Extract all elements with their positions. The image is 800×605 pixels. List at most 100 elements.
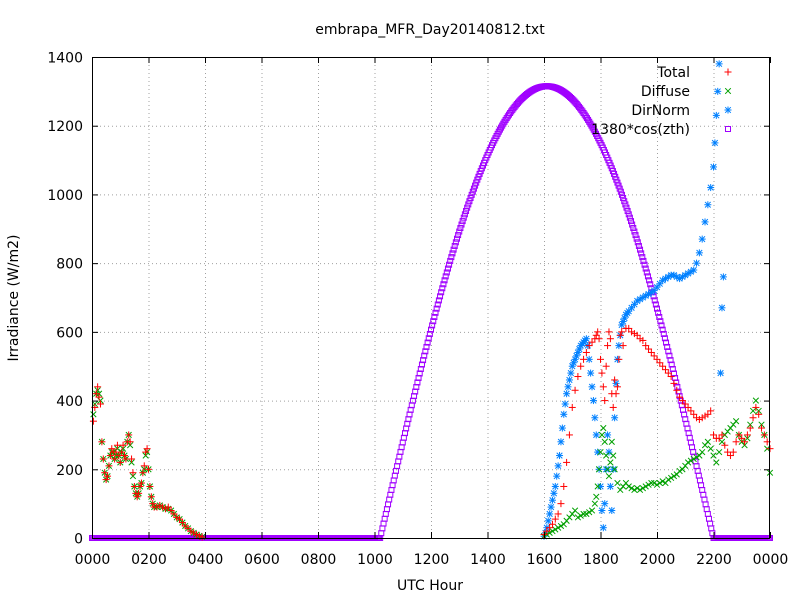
data-point <box>198 533 206 541</box>
data-point <box>611 466 618 473</box>
data-point <box>111 455 119 463</box>
data-point <box>149 500 157 508</box>
data-point <box>654 305 660 312</box>
data-point <box>564 383 572 391</box>
data-point <box>595 466 603 473</box>
data-point <box>591 500 599 507</box>
data-point <box>418 361 425 368</box>
data-point <box>645 481 652 488</box>
data-point <box>695 249 703 257</box>
data-point <box>592 431 600 439</box>
data-point <box>95 393 103 401</box>
data-point <box>620 194 627 201</box>
data-point <box>553 472 561 480</box>
data-point <box>670 473 678 480</box>
data-point <box>96 400 104 408</box>
data-point <box>447 257 454 264</box>
data-point <box>133 493 141 501</box>
data-point <box>567 369 575 377</box>
data-point <box>615 342 623 350</box>
data-point <box>622 201 629 208</box>
data-point <box>561 400 569 408</box>
y-axis-label: Irradiance (W/m2) <box>6 235 22 362</box>
data-point <box>707 520 714 527</box>
data-point <box>704 510 711 517</box>
data-point <box>388 486 395 493</box>
data-point <box>755 410 763 418</box>
legend-marker <box>724 87 732 95</box>
data-point <box>634 239 641 246</box>
data-point <box>140 462 148 470</box>
data-point <box>386 496 393 503</box>
data-point <box>602 362 610 370</box>
data-point <box>721 441 729 449</box>
data-point <box>551 515 559 523</box>
data-point <box>98 438 106 446</box>
data-point <box>616 185 623 192</box>
data-point <box>422 348 429 355</box>
x-tick-label: 0600 <box>244 552 280 568</box>
data-point <box>389 482 396 489</box>
data-point <box>741 438 749 446</box>
data-point <box>547 503 555 511</box>
data-point <box>591 414 599 422</box>
data-point <box>712 111 720 119</box>
data-point <box>631 486 638 494</box>
data-point <box>415 374 422 381</box>
series-1 <box>90 387 774 541</box>
data-point <box>613 383 621 391</box>
data-point <box>557 522 565 530</box>
data-point <box>582 348 590 356</box>
data-point <box>624 207 631 214</box>
data-point <box>642 265 649 272</box>
data-point <box>469 188 476 195</box>
legend-marker <box>724 68 732 76</box>
data-point <box>609 403 617 411</box>
data-point <box>717 369 725 377</box>
data-point <box>450 246 457 253</box>
data-point <box>102 476 110 484</box>
data-point <box>657 318 664 325</box>
data-point <box>609 465 617 473</box>
data-point <box>617 188 624 195</box>
data-point <box>582 335 590 343</box>
data-point <box>119 441 127 449</box>
data-point <box>455 232 462 239</box>
data-point <box>432 309 439 316</box>
data-point <box>428 326 434 333</box>
data-point <box>642 483 649 490</box>
data-point <box>676 467 683 475</box>
data-point <box>713 459 720 466</box>
data-point <box>459 218 466 225</box>
data-point <box>610 452 617 459</box>
data-point <box>661 275 669 283</box>
data-point <box>618 328 626 336</box>
data-point <box>105 462 113 470</box>
data-point <box>699 448 706 456</box>
data-point <box>602 465 610 473</box>
data-point <box>586 509 593 516</box>
data-point <box>125 431 133 439</box>
data-point <box>749 414 757 422</box>
data-point <box>719 273 727 281</box>
x-tick-label: 2200 <box>696 552 732 568</box>
data-point <box>89 417 97 425</box>
data-point <box>708 525 715 532</box>
data-point <box>135 489 143 497</box>
data-point <box>554 524 562 531</box>
data-point <box>608 438 615 445</box>
data-point <box>468 191 475 198</box>
data-point <box>381 515 388 522</box>
series-2 <box>540 60 727 540</box>
data-point <box>421 352 428 359</box>
data-point <box>656 479 663 487</box>
data-point <box>142 448 150 456</box>
data-point <box>593 493 600 500</box>
data-point <box>700 491 707 498</box>
data-point <box>704 201 712 209</box>
data-point <box>470 185 477 192</box>
data-point <box>580 510 587 518</box>
data-point <box>442 273 449 280</box>
data-point <box>604 466 611 473</box>
